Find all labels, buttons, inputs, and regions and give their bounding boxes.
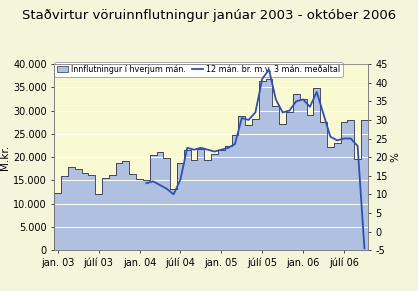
Y-axis label: %: % bbox=[391, 152, 401, 162]
Y-axis label: M.kr.: M.kr. bbox=[0, 145, 10, 170]
Legend: Innflutningur í hverjum mán., 12 mán. br. m.v. 3 mán. meðaltal: Innflutningur í hverjum mán., 12 mán. br… bbox=[54, 62, 343, 77]
Text: Staðvirtur vöruinnflutningur janúar 2003 - október 2006: Staðvirtur vöruinnflutningur janúar 2003… bbox=[22, 9, 396, 22]
